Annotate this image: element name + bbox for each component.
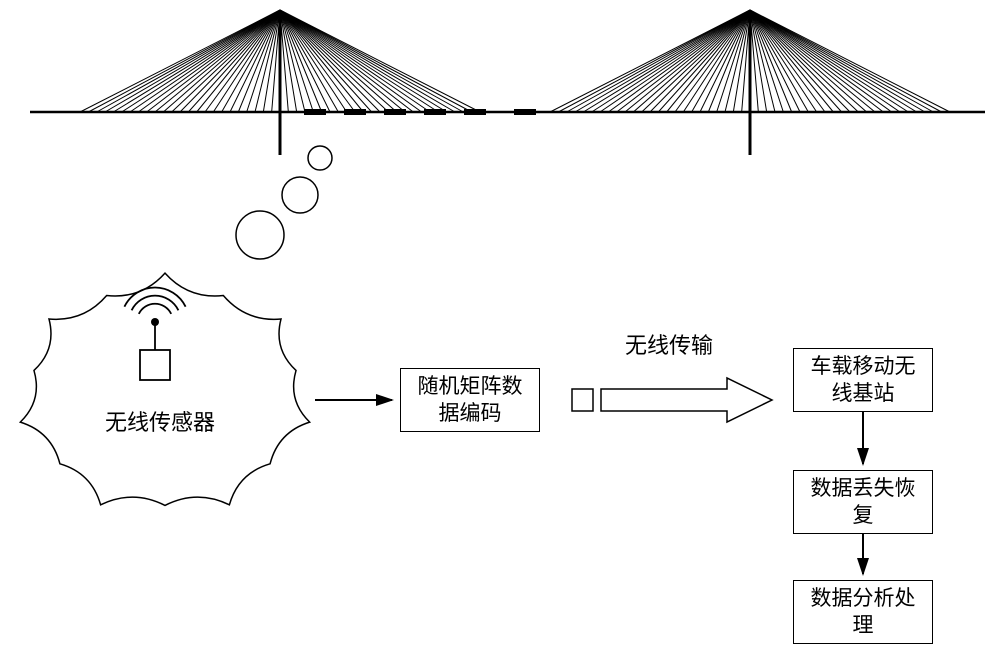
base-station-box: 车载移动无 线基站 [793,348,933,412]
data-recovery-box: 数据丢失恢 复 [793,470,933,534]
wireless-transmission-label: 无线传输 [625,328,713,360]
data-analysis-box: 数据分析处 理 [793,580,933,644]
cloud-label: 无线传感器 [105,405,215,437]
encoding-box: 随机矩阵数 据编码 [400,368,540,432]
